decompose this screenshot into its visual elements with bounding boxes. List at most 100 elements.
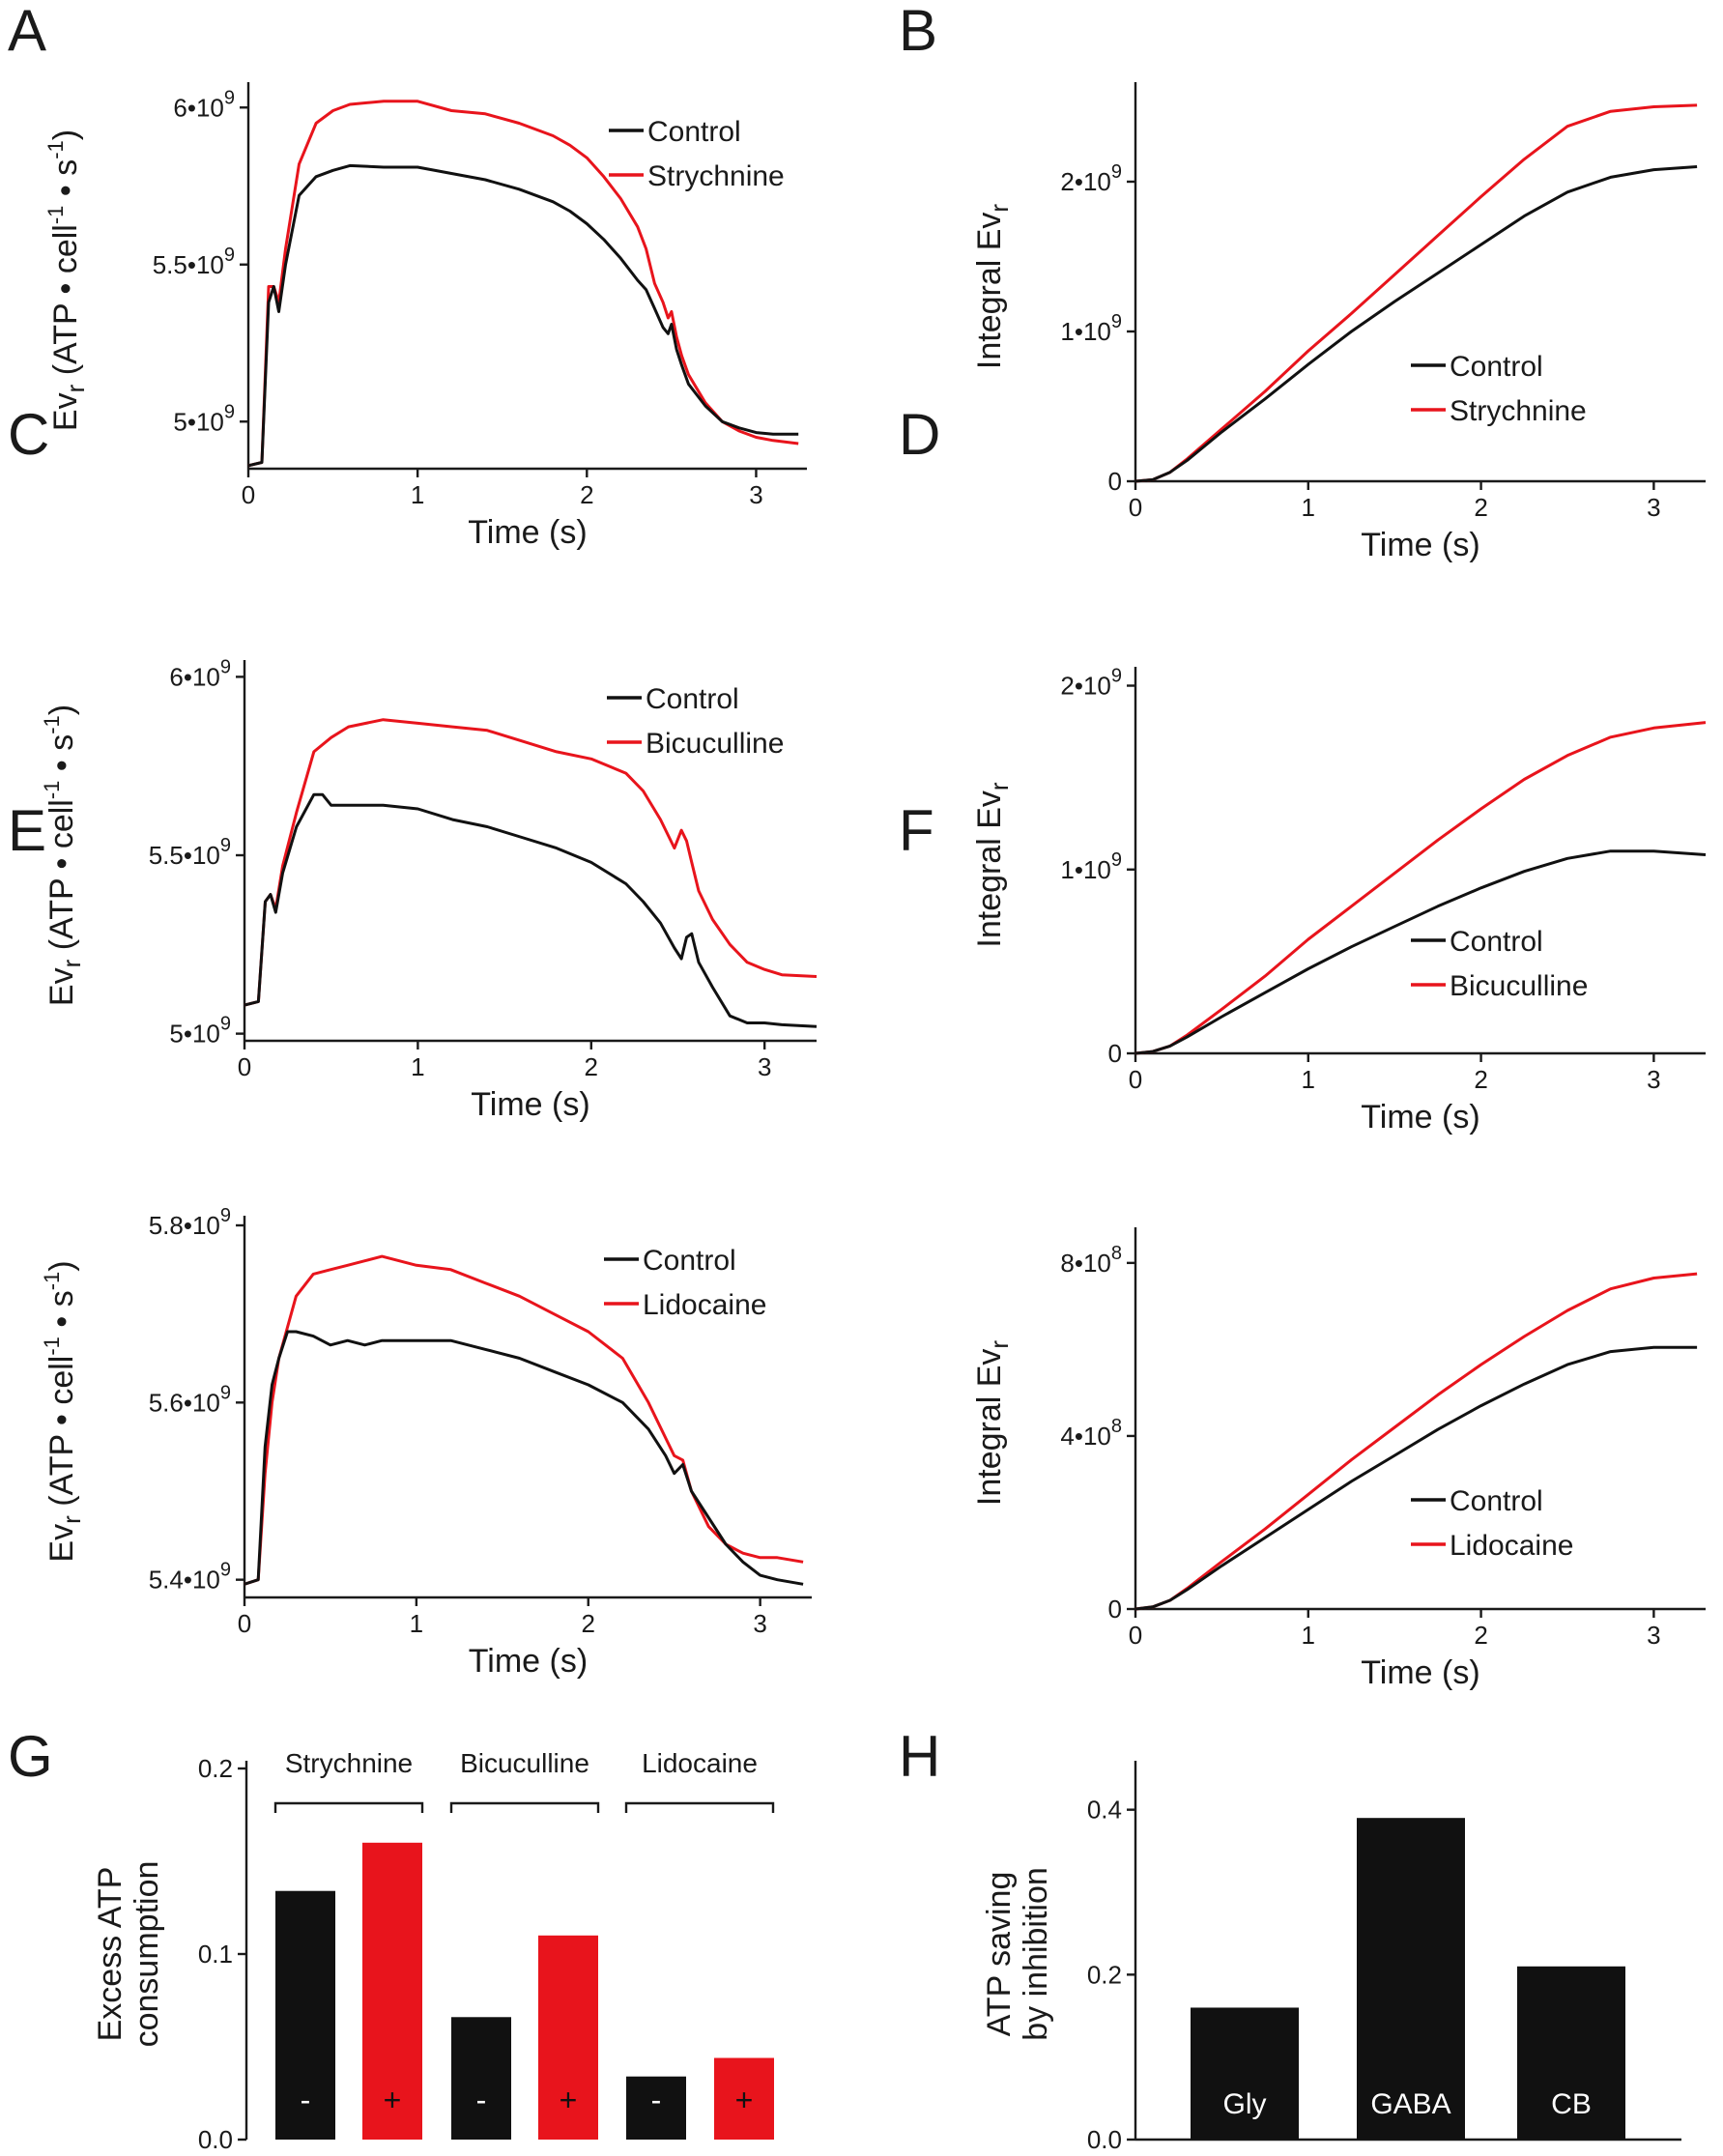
bar-category-label: GABA (1370, 2088, 1450, 2120)
group-bracket (624, 1801, 775, 1813)
y-tick-label: 5•109 (173, 401, 235, 436)
y-tick-label: 0.2 (1087, 1960, 1122, 1989)
series-line-control (1134, 1345, 1698, 1611)
x-axis-label: Time (s) (469, 1643, 588, 1680)
panel-b: 0 1 2 3 0 1•109 2•109 Time (s) Integral Evr Contr… (971, 82, 1706, 563)
x-tick-label: 3 (753, 1609, 766, 1638)
bar-sign-label: - (301, 2083, 311, 2117)
bar-sign-label: + (560, 2083, 578, 2117)
x-tick-label: 2 (582, 1609, 595, 1638)
panel-letter-f: F (899, 798, 934, 863)
x-tick-label: 2 (585, 1052, 598, 1081)
x-tick-label: 3 (1647, 1065, 1660, 1094)
bar-control (451, 2017, 511, 2140)
bar-drug (714, 2057, 774, 2140)
bar-sign-label: - (476, 2083, 487, 2117)
bar-category-label: Gly (1223, 2088, 1267, 2120)
legend-label: Control (647, 116, 741, 148)
y-tick-label: 2•109 (1060, 161, 1122, 196)
bar-control (626, 2076, 686, 2140)
y-tick-label: 2•109 (1060, 666, 1122, 701)
bar (1357, 1818, 1465, 2140)
bar (1517, 1966, 1625, 2140)
x-axis-label: Time (s) (471, 1086, 589, 1123)
bar (1191, 2007, 1299, 2140)
y-axis-label: Evr (ATP • cell-1 • s-1) (40, 1260, 86, 1562)
series-line-strychnine (1134, 103, 1698, 483)
series-line-control (1134, 849, 1707, 1055)
y-tick-label: 1•109 (1060, 849, 1122, 884)
x-tick-label: 2 (1474, 1621, 1487, 1650)
legend-label: Lidocaine (643, 1289, 766, 1321)
series-line-control (244, 792, 818, 1028)
y-tick-label: 4•108 (1060, 1416, 1122, 1451)
x-tick-label: 0 (1129, 1621, 1142, 1650)
y-tick-label: 0.0 (198, 2125, 233, 2154)
x-tick-label: 1 (410, 1609, 423, 1638)
y-tick-label: 5•109 (169, 1014, 231, 1049)
x-tick-label: 3 (758, 1052, 771, 1081)
panel-d: 0 1 2 3 0 1•109 2•109 Time (s) Integral Evr Contr… (971, 666, 1707, 1135)
x-tick-label: 0 (242, 480, 255, 509)
legend-label: Strychnine (647, 160, 785, 192)
y-tick-label: 6•109 (169, 656, 231, 691)
bar-sign-label: - (651, 2083, 662, 2117)
x-tick-label: 1 (1302, 1065, 1315, 1094)
legend-label: Control (643, 1245, 736, 1277)
panel-letter-h: H (899, 1724, 940, 1789)
panel-letter-c: C (8, 402, 49, 467)
legend-label: Bicuculline (1450, 970, 1588, 1002)
panel-e: 0 1 2 3 5.4•109 5.6•109 5.8•109 Time (s) Evr (AT… (40, 1205, 812, 1680)
legend-label: Control (1450, 926, 1543, 958)
x-tick-label: 0 (1129, 1065, 1142, 1094)
x-tick-label: 3 (1647, 493, 1660, 522)
series-line-control (247, 163, 799, 468)
group-bracket (449, 1801, 600, 1813)
x-tick-label: 2 (580, 480, 593, 509)
group-label: Lidocaine (642, 1748, 758, 1778)
y-tick-label: 5.8•109 (149, 1205, 231, 1240)
bar-drug (362, 1842, 422, 2140)
x-axis-label: Time (s) (1361, 527, 1479, 563)
y-axis-label: Excess ATPconsumption (92, 1861, 165, 2048)
x-axis-label: Time (s) (1361, 1099, 1479, 1135)
y-tick-label: 0.2 (198, 1754, 233, 1783)
y-tick-label: 0.1 (198, 1940, 233, 1969)
group-label: Strychnine (285, 1748, 413, 1778)
bar-drug (538, 1935, 598, 2140)
y-tick-label: 5.4•109 (149, 1560, 231, 1595)
x-tick-label: 1 (1302, 1621, 1315, 1650)
x-tick-label: 0 (238, 1609, 251, 1638)
x-tick-label: 1 (411, 1052, 424, 1081)
x-tick-label: 0 (1129, 493, 1142, 522)
bar-sign-label: + (384, 2083, 402, 2117)
group-bracket (273, 1801, 424, 1813)
y-axis-label: Evr (ATP • cell-1 • s-1) (40, 704, 86, 1006)
panel-letter-g: G (8, 1724, 53, 1789)
y-tick-label: 5.6•109 (149, 1382, 231, 1417)
legend-label: Control (1450, 1485, 1543, 1517)
bar-sign-label: + (735, 2083, 754, 2117)
y-tick-label: 8•108 (1060, 1243, 1122, 1278)
x-tick-label: 2 (1474, 1065, 1487, 1094)
legend-label: Control (1450, 351, 1543, 383)
y-tick-label: 0.0 (1087, 2125, 1122, 2154)
x-tick-label: 0 (238, 1052, 251, 1081)
y-tick-label: 0 (1108, 1039, 1122, 1068)
x-tick-label: 1 (411, 480, 424, 509)
y-axis-label: ATP savingby inhibition (981, 1867, 1054, 2041)
panel-letter-b: B (899, 0, 937, 63)
panel-letter-d: D (899, 402, 940, 467)
x-tick-label: 3 (749, 480, 762, 509)
y-tick-label: 0.4 (1087, 1796, 1122, 1825)
series-line-strychnine (247, 100, 799, 468)
legend-label: Bicuculline (646, 728, 784, 760)
legend-label: Lidocaine (1450, 1530, 1573, 1562)
x-tick-label: 1 (1302, 493, 1315, 522)
legend-label: Strychnine (1450, 395, 1587, 427)
panel-h: 0.0 0.2 0.4 ATP savingby inhibition Gly GABA C… (981, 1761, 1681, 2154)
legend-label: Control (646, 683, 739, 715)
panel-letter-e: E (8, 798, 46, 863)
y-axis-label: Integral Evr (971, 204, 1014, 370)
